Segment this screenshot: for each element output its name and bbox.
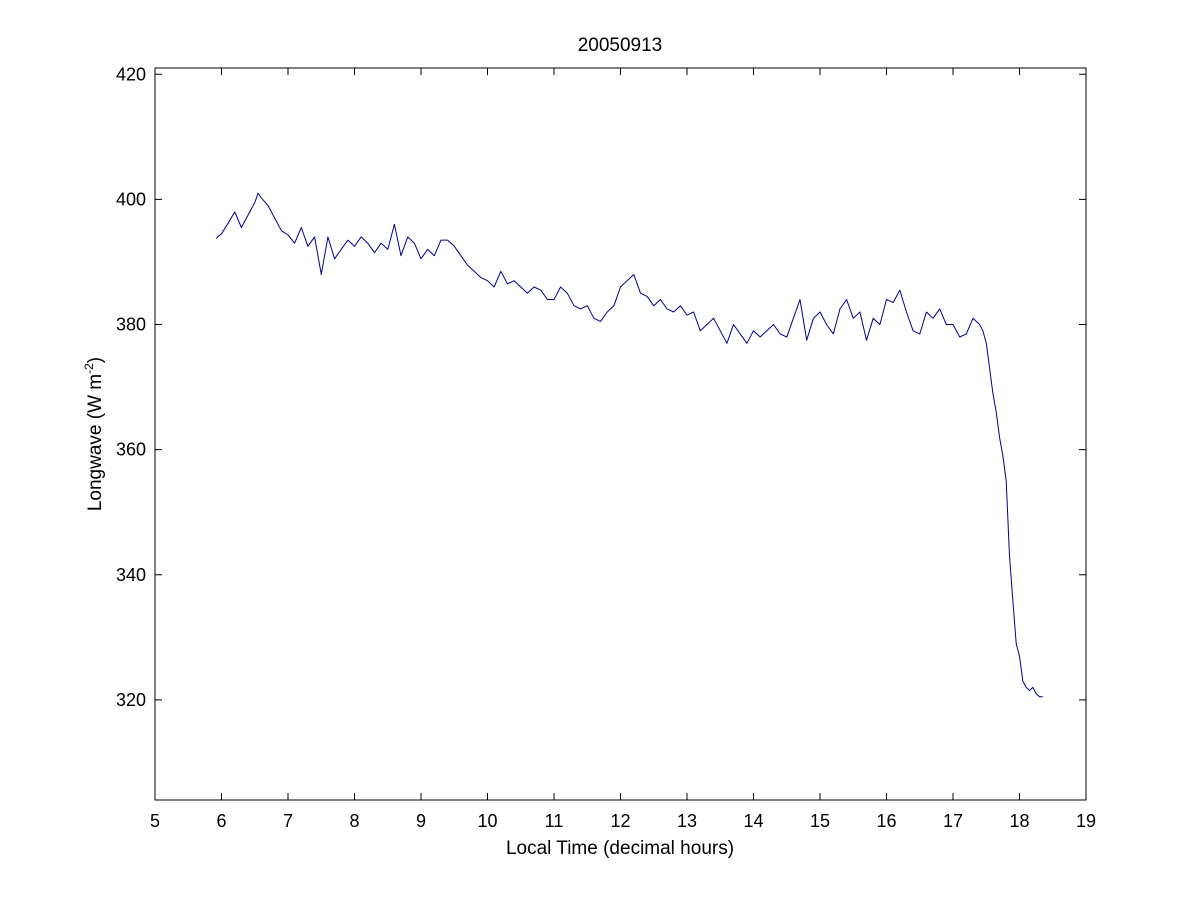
x-tick-label: 7	[283, 811, 293, 831]
x-tick-label: 17	[943, 811, 963, 831]
plot-area-frame	[154, 67, 1087, 801]
x-tick-label: 9	[416, 811, 426, 831]
chart-title: 20050913	[578, 35, 663, 56]
x-tick-label: 19	[1076, 811, 1096, 831]
x-tick-label: 13	[677, 811, 697, 831]
y-axis-label: Longwave (W m-2)	[82, 357, 106, 511]
y-axis-label-superscript: -2	[82, 363, 96, 374]
x-tick-label: 16	[876, 811, 896, 831]
x-tick-label: 11	[545, 811, 564, 831]
y-tick-label: 360	[116, 440, 146, 460]
x-tick-label: 6	[216, 811, 226, 831]
x-axis-label: Local Time (decimal hours)	[506, 838, 734, 859]
tick-marks	[154, 68, 1087, 800]
y-tick-label: 420	[116, 64, 146, 84]
x-tick-label: 12	[610, 811, 630, 831]
y-tick-label: 340	[116, 565, 146, 585]
x-tick-label: 14	[743, 811, 763, 831]
x-tick-label: 10	[477, 811, 497, 831]
y-axis-label-suffix: )	[85, 357, 106, 363]
longwave-series-line	[215, 192, 1043, 698]
y-axis-label-prefix: Longwave (W m	[85, 374, 106, 511]
y-tick-label: 400	[116, 189, 146, 209]
x-tick-label: 18	[1009, 811, 1029, 831]
tick-labels: 5 6 7 8 9 10 11 12 13 14 15 16 17 18 19 320 340 360 380 400…	[116, 64, 1096, 831]
y-tick-label: 320	[116, 690, 146, 710]
x-tick-label: 15	[810, 811, 830, 831]
x-tick-label: 8	[349, 811, 359, 831]
x-tick-label: 5	[150, 811, 160, 831]
y-tick-label: 380	[116, 315, 146, 335]
